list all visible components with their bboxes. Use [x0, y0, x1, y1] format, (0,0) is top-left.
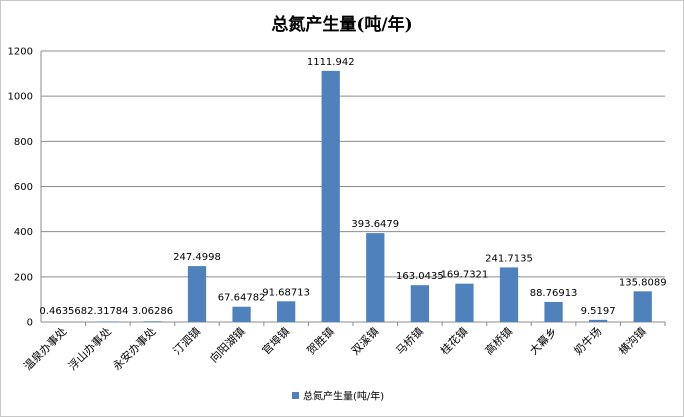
bars	[54, 70, 652, 322]
bar	[455, 283, 474, 322]
data-label: 163.0435	[396, 271, 444, 282]
chart-title: 总氮产生量(吨/年)	[271, 14, 412, 35]
data-label: 2.31784	[87, 306, 128, 317]
bar	[143, 321, 162, 322]
data-label: 3.06286	[132, 306, 173, 317]
y-tick-label: 200	[14, 272, 33, 283]
x-tick-label: 双溪镇	[348, 324, 381, 357]
y-tick-label: 400	[14, 227, 33, 238]
bar	[98, 321, 117, 322]
x-tick-label: 桂花镇	[437, 324, 470, 357]
x-tick-label: 马桥镇	[393, 324, 426, 357]
gridlines	[40, 50, 666, 326]
data-label: 91.68713	[262, 287, 310, 298]
data-label: 67.64782	[218, 293, 266, 304]
y-axis-ticks: 0 200 400 600 800 1000 1200	[8, 47, 33, 329]
data-label: 1111.942	[307, 57, 355, 68]
data-label: 393.6479	[351, 219, 399, 230]
x-tick-label: 大幕乡	[526, 324, 559, 357]
x-tick-label: 贺胜镇	[304, 324, 337, 357]
bar	[187, 266, 207, 322]
x-tick-label: 高桥镇	[482, 324, 515, 357]
bar	[321, 70, 340, 322]
x-tick-label: 横沟镇	[616, 324, 649, 357]
bar	[366, 233, 385, 322]
data-label: 135.8089	[619, 277, 667, 288]
legend-label: 总氮产生量(吨/年)	[303, 390, 384, 403]
x-tick-label: 汀泗镇	[170, 324, 203, 357]
data-label: 241.7135	[485, 253, 533, 264]
bar	[544, 301, 563, 322]
bar	[277, 301, 296, 322]
data-label: 247.4998	[173, 252, 221, 263]
bar	[499, 267, 519, 322]
data-label: 88.76913	[530, 288, 578, 299]
bar	[633, 291, 652, 322]
x-tick-label: 奶牛场	[571, 324, 604, 357]
y-tick-label: 1000	[8, 92, 33, 103]
bar	[589, 319, 608, 322]
data-label: 0.463568	[39, 306, 87, 317]
x-tick-label: 永安办事处	[110, 324, 159, 373]
y-tick-label: 0	[27, 318, 33, 329]
data-label: 9.5197	[581, 306, 616, 317]
legend: 总氮产生量(吨/年)	[292, 390, 384, 403]
y-tick-label: 800	[14, 137, 33, 148]
x-tick-label: 温泉办事处	[21, 324, 70, 373]
legend-swatch	[292, 392, 299, 399]
y-tick-label: 600	[14, 182, 33, 193]
x-tick-label: 浮山办事处	[66, 325, 114, 373]
x-tick-label: 向阳湖镇	[207, 324, 248, 365]
bar	[232, 306, 251, 322]
data-label: 169.7321	[441, 270, 489, 281]
bar	[410, 285, 429, 322]
y-tick-label: 1200	[8, 47, 33, 58]
x-tick-label: 官埠镇	[259, 324, 292, 357]
data-labels: 0.463568 2.31784 3.06286 247.4998 67.6478291…	[39, 57, 666, 317]
